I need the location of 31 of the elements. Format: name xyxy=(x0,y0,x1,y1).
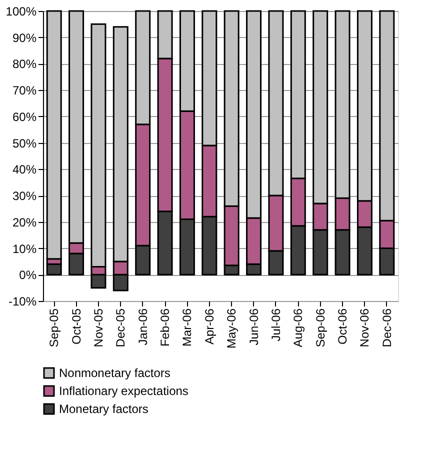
y-tick-label: 90% xyxy=(12,30,37,45)
x-tick-label: Dec-05 xyxy=(114,308,128,348)
y-tick-label: 20% xyxy=(12,215,37,230)
y-tick-label: 80% xyxy=(12,57,37,72)
y-tick-label: 30% xyxy=(12,189,37,204)
x-tick-label: Sep-06 xyxy=(313,308,328,348)
y-tick-label: 50% xyxy=(12,136,37,150)
y-tick-label: 70% xyxy=(12,84,37,98)
x-tick-label: Oct-05 xyxy=(69,308,84,345)
x-tick-label: Nov-05 xyxy=(91,308,106,348)
x-tick-label: Jul-06 xyxy=(268,308,283,342)
y-tick-label: -10% xyxy=(8,294,37,308)
x-tick-label: Feb-06 xyxy=(158,308,172,347)
x-tick-label: Nov-06 xyxy=(358,308,372,348)
x-tick-label: May-06 xyxy=(224,308,239,349)
y-tick-label: 10% xyxy=(12,242,37,256)
y-tick-label: 60% xyxy=(12,110,37,124)
x-tick-label: Mar-06 xyxy=(180,308,194,347)
y-tick-label: 100% xyxy=(6,4,37,18)
x-tick-label: Apr-06 xyxy=(202,308,216,345)
legend-label: Nonmonetary factors xyxy=(59,366,170,380)
x-tick-label: Aug-06 xyxy=(291,308,306,348)
y-tick-label: 0% xyxy=(19,268,37,282)
x-tick-label: Sep-05 xyxy=(47,308,62,348)
x-tick-label: Oct-06 xyxy=(336,308,350,345)
x-tick-label: Jun-06 xyxy=(246,308,261,346)
legend-label: Inflationary expectations xyxy=(59,384,188,398)
x-tick-label: Jan-06 xyxy=(136,308,150,346)
y-tick-label: 40% xyxy=(12,162,37,177)
legend-label: Monetary factors xyxy=(59,402,148,416)
x-tick-label: Dec-06 xyxy=(380,308,394,348)
